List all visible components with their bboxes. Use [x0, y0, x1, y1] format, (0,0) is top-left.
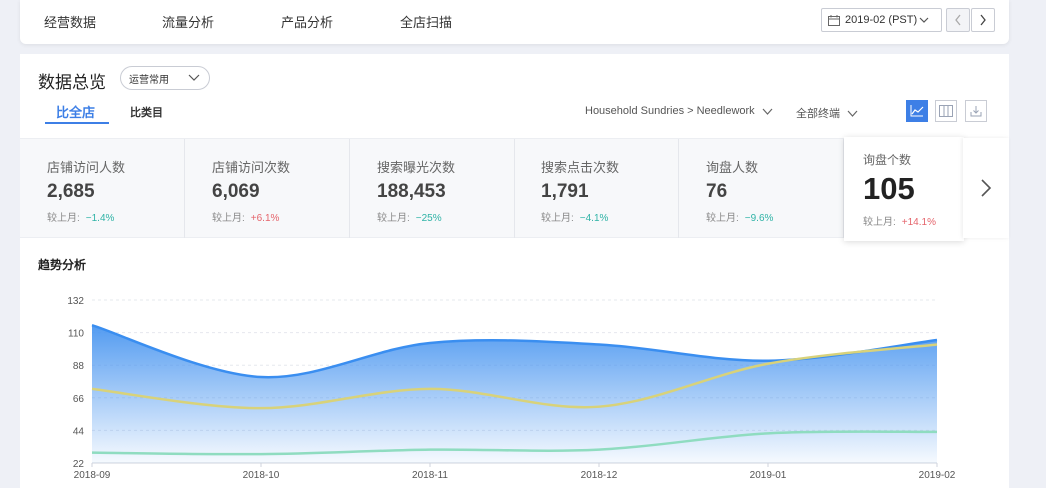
x-tick-label: 2018-10	[243, 470, 280, 481]
metric-comparison-label: 较上月:	[863, 217, 896, 228]
line-chart-icon	[910, 105, 924, 117]
x-tick-label: 2018-12	[581, 470, 618, 481]
series-area	[92, 325, 937, 463]
nav-item-operations[interactable]: 经营数据	[44, 15, 97, 30]
metric-value: 188,453	[377, 181, 446, 202]
metric-comparison-label: 较上月:	[47, 213, 80, 224]
series-line	[91, 430, 938, 456]
metric-card-search-clicks[interactable]: 搜索点击次数 1,791 较上月: −4.1%	[514, 139, 679, 238]
download-button[interactable]	[965, 100, 987, 122]
metric-card-inquiries[interactable]: 询盘个数 105 较上月: +14.1%	[844, 137, 964, 241]
metric-value: 105	[863, 171, 915, 206]
chevron-down-icon	[188, 74, 200, 81]
chevron-right-icon	[980, 14, 986, 26]
metric-comparison-label: 较上月:	[706, 213, 739, 224]
y-tick-label: 132	[67, 296, 84, 307]
metrics-next-button[interactable]	[963, 138, 1009, 238]
y-tick-label: 66	[73, 394, 85, 405]
trend-chart: 22 44 66 88 110 132 2018-09 2018-10 2018-11 2018-…	[67, 296, 956, 481]
table-icon	[939, 105, 953, 117]
nav-item-traffic[interactable]: 流量分析	[162, 15, 215, 30]
metric-value: 6,069	[212, 181, 260, 202]
metric-comparison: 较上月: +14.1%	[863, 213, 936, 228]
tab-compare-store[interactable]: 比全店	[56, 105, 96, 120]
metric-delta: +14.1%	[901, 217, 936, 228]
metric-value: 2,685	[47, 181, 95, 202]
chevron-right-icon	[981, 179, 992, 197]
y-tick-label: 88	[73, 361, 85, 372]
metric-value: 76	[706, 181, 728, 202]
metrics-strip: 店铺访问人数 2,685 较上月: −1.4% 店铺访问次数 6,069 较上月:…	[20, 137, 1009, 241]
metric-comparison: 较上月: −1.4%	[47, 209, 114, 224]
active-tab-indicator	[45, 122, 109, 124]
metric-card-inquiry-visitors[interactable]: 询盘人数 76 较上月: −9.6%	[679, 139, 844, 238]
x-tick-label: 2018-09	[74, 470, 111, 481]
metric-comparison: 较上月: −4.1%	[541, 209, 608, 224]
metric-comparison-label: 较上月:	[541, 213, 574, 224]
chevron-down-icon	[762, 108, 773, 115]
tab-compare-category[interactable]: 比类目	[130, 107, 163, 119]
metric-label: 询盘人数	[706, 160, 759, 175]
metric-label: 询盘个数	[863, 153, 912, 167]
x-tick-label: 2019-02	[919, 470, 956, 481]
metric-label: 搜索曝光次数	[377, 160, 456, 175]
x-tick-label: 2019-01	[750, 470, 787, 481]
top-navigation: 经营数据 流量分析 产品分析 全店扫描 2019-02 (PST)	[20, 0, 1009, 44]
overview-panel: 数据总览 运营常用 比全店 比类目 Household Sundries > N…	[20, 54, 1009, 488]
chevron-down-icon	[847, 110, 858, 117]
x-tick-label: 2018-11	[412, 470, 448, 481]
date-picker[interactable]: 2019-02 (PST)	[821, 8, 942, 32]
metric-comparison: 较上月: −25%	[377, 209, 442, 224]
metric-card-store-visits[interactable]: 店铺访问次数 6,069 较上月: +6.1%	[185, 139, 350, 238]
metric-value: 1,791	[541, 181, 589, 202]
metric-delta: −4.1%	[579, 213, 609, 224]
metric-label: 店铺访问次数	[212, 160, 291, 175]
y-tick-label: 110	[68, 329, 84, 340]
metric-set-select[interactable]: 运营常用	[120, 66, 210, 90]
category-filter[interactable]: Household Sundries > Needlework	[585, 105, 773, 117]
chevron-left-icon	[955, 14, 961, 26]
calendar-icon	[828, 14, 840, 26]
y-tick-label: 22	[73, 459, 85, 470]
metric-delta: −25%	[415, 213, 442, 224]
terminal-filter[interactable]: 全部终端	[796, 105, 858, 121]
nav-item-products[interactable]: 产品分析	[281, 15, 334, 30]
metric-comparison-label: 较上月:	[212, 213, 245, 224]
table-view-button[interactable]	[935, 100, 957, 122]
metric-card-store-visitors[interactable]: 店铺访问人数 2,685 较上月: −1.4%	[20, 139, 185, 238]
nav-item-store-scan[interactable]: 全店扫描	[400, 15, 453, 30]
metric-label: 店铺访问人数	[47, 160, 126, 175]
series-line	[91, 343, 938, 410]
metric-card-search-impressions[interactable]: 搜索曝光次数 188,453 较上月: −25%	[350, 139, 515, 238]
metric-comparison-label: 较上月:	[377, 213, 410, 224]
terminal-filter-value: 全部终端	[796, 108, 840, 120]
overview-title: 数据总览	[38, 73, 106, 92]
metric-comparison: 较上月: +6.1%	[212, 209, 279, 224]
metric-delta: −1.4%	[85, 213, 115, 224]
metric-delta: −9.6%	[744, 213, 774, 224]
metric-comparison: 较上月: −9.6%	[706, 209, 773, 224]
chevron-down-icon	[919, 17, 929, 23]
next-month-button[interactable]	[971, 8, 995, 32]
date-picker-value: 2019-02 (PST)	[845, 14, 918, 26]
trend-title: 趋势分析	[38, 258, 87, 272]
category-filter-value: Household Sundries > Needlework	[585, 105, 755, 117]
metric-label: 搜索点击次数	[541, 160, 620, 175]
y-tick-label: 44	[73, 426, 85, 437]
previous-month-button[interactable]	[946, 8, 970, 32]
line-chart-view-button[interactable]	[906, 100, 928, 122]
metric-set-select-value: 运营常用	[129, 74, 169, 86]
metric-delta: +6.1%	[250, 213, 280, 224]
download-icon	[970, 106, 982, 117]
